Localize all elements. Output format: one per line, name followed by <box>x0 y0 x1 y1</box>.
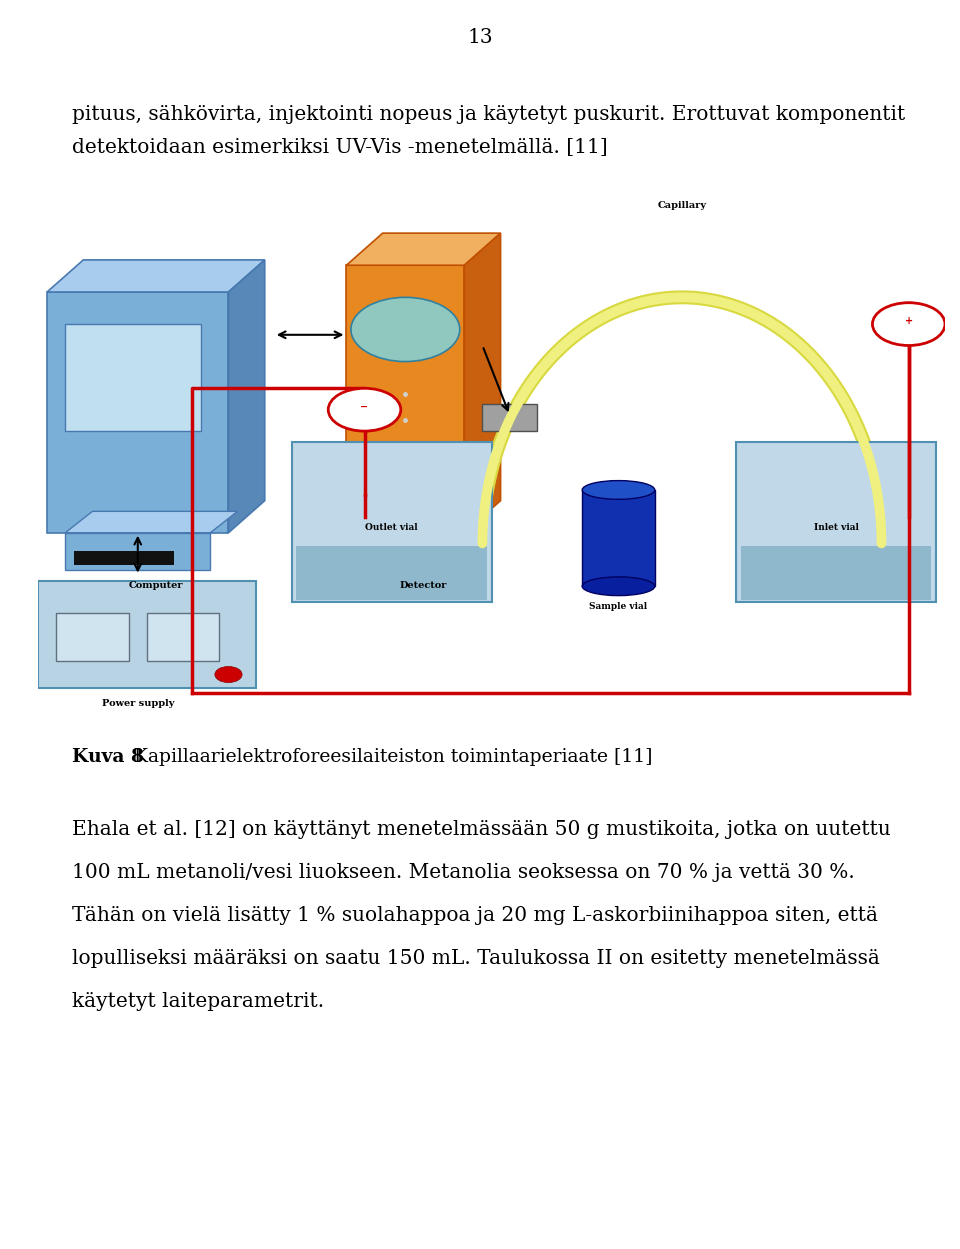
FancyBboxPatch shape <box>38 581 255 688</box>
Circle shape <box>873 302 945 346</box>
FancyBboxPatch shape <box>347 265 465 533</box>
Polygon shape <box>347 234 500 265</box>
Polygon shape <box>47 260 265 292</box>
Text: Sample vial: Sample vial <box>589 602 648 611</box>
Text: +: + <box>904 316 913 326</box>
FancyBboxPatch shape <box>297 546 487 600</box>
Text: Kapillaarielektroforeesilaiteiston toimintaperiaate [11]: Kapillaarielektroforeesilaiteiston toimi… <box>128 748 653 766</box>
Text: 100 mL metanoli/vesi liuokseen. Metanolia seoksessa on 70 % ja vettä 30 %.: 100 mL metanoli/vesi liuokseen. Metanoli… <box>72 863 854 882</box>
FancyBboxPatch shape <box>74 552 174 565</box>
FancyBboxPatch shape <box>582 490 655 586</box>
Text: Tähän on vielä lisätty 1 % suolahappoa ja 20 mg L-askorbiinihappoa siten, että: Tähän on vielä lisätty 1 % suolahappoa j… <box>72 906 878 926</box>
Ellipse shape <box>582 577 655 596</box>
Text: Capillary: Capillary <box>658 201 707 210</box>
Polygon shape <box>228 260 265 533</box>
Text: lopulliseksi määräksi on saatu 150 mL. Taulukossa II on esitetty menetelmässä: lopulliseksi määräksi on saatu 150 mL. T… <box>72 949 880 968</box>
FancyBboxPatch shape <box>292 442 492 602</box>
Circle shape <box>328 388 400 431</box>
FancyBboxPatch shape <box>47 292 228 533</box>
Polygon shape <box>465 234 500 533</box>
Text: Power supply: Power supply <box>102 698 174 708</box>
FancyBboxPatch shape <box>56 613 129 661</box>
Polygon shape <box>65 511 237 533</box>
Text: Kuva 8: Kuva 8 <box>72 748 144 766</box>
Ellipse shape <box>582 481 655 500</box>
FancyBboxPatch shape <box>741 546 931 600</box>
Text: Outlet vial: Outlet vial <box>366 523 418 532</box>
FancyBboxPatch shape <box>65 323 202 431</box>
FancyBboxPatch shape <box>65 533 210 571</box>
Circle shape <box>215 667 242 682</box>
FancyBboxPatch shape <box>736 442 936 602</box>
Text: 13: 13 <box>468 27 492 47</box>
Text: Inlet vial: Inlet vial <box>814 523 858 532</box>
Text: Detector: Detector <box>399 581 447 590</box>
Text: −: − <box>360 402 369 412</box>
Text: detektoidaan esimerkiksi UV-Vis -menetelmällä. [11]: detektoidaan esimerkiksi UV-Vis -menetel… <box>72 137 608 157</box>
Text: käytetyt laiteparametrit.: käytetyt laiteparametrit. <box>72 992 324 1010</box>
FancyBboxPatch shape <box>147 613 220 661</box>
Text: pituus, sähkövirta, injektointi nopeus ja käytetyt puskurit. Erottuvat komponent: pituus, sähkövirta, injektointi nopeus j… <box>72 105 905 124</box>
FancyBboxPatch shape <box>483 405 537 431</box>
Circle shape <box>351 297 460 361</box>
Text: Computer: Computer <box>129 581 183 590</box>
Text: Ehala et al. [12] on käyttänyt menetelmässään 50 g mustikoita, jotka on uutettu: Ehala et al. [12] on käyttänyt menetelmä… <box>72 821 891 839</box>
